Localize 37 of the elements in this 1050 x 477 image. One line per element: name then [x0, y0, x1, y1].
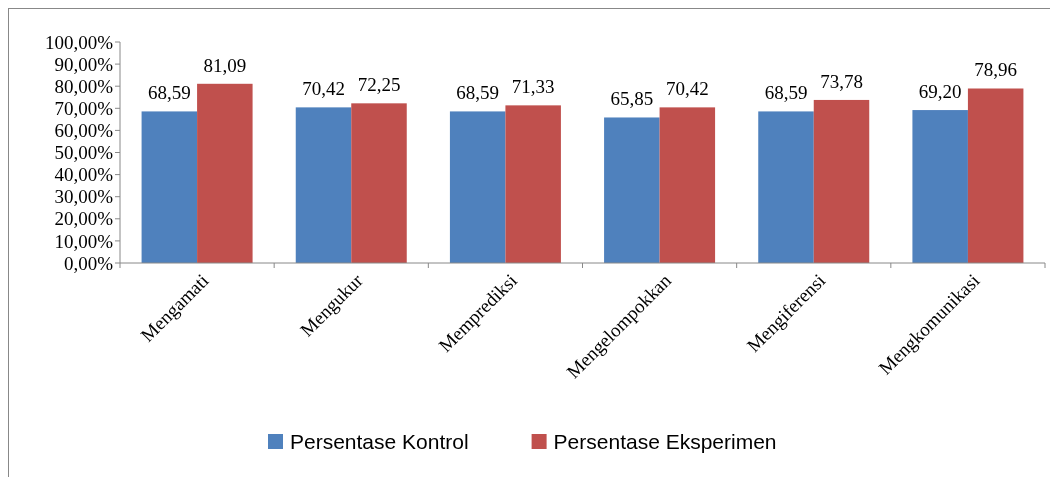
data-label: 73,78 [820, 70, 863, 92]
data-label: 72,25 [357, 74, 401, 96]
bar [141, 111, 198, 263]
bar [813, 99, 870, 263]
bar [351, 103, 407, 263]
data-label: 68,59 [456, 82, 500, 104]
y-tick-label: 100,00% [44, 31, 114, 53]
y-tick-label: 30,00% [54, 186, 114, 208]
y-tick-label: 60,00% [54, 120, 114, 142]
y-tick-label: 50,00% [54, 142, 114, 164]
bar [758, 111, 814, 263]
y-tick-label: 0,00% [63, 252, 114, 274]
bar [967, 88, 1024, 263]
data-label: 70,42 [302, 78, 345, 100]
bar [659, 107, 716, 263]
bar [449, 111, 506, 263]
y-tick-label: 70,00% [54, 97, 114, 119]
bar [912, 110, 968, 263]
y-tick-label: 90,00% [54, 53, 114, 75]
y-tick-label: 10,00% [54, 230, 114, 252]
legend-label: Persentase Kontrol [290, 430, 469, 454]
data-label: 65,85 [610, 88, 654, 110]
data-label: 70,42 [665, 78, 709, 100]
y-tick-label: 80,00% [54, 75, 114, 97]
data-label: 68,59 [147, 82, 191, 104]
legend-label: Persentase Eksperimen [553, 430, 777, 454]
data-label: 71,33 [511, 76, 555, 98]
data-label: 78,96 [974, 59, 1018, 81]
data-label: 68,59 [764, 82, 808, 104]
bar [604, 117, 660, 263]
data-label: 81,09 [203, 54, 247, 76]
bar [197, 83, 253, 263]
data-label: 69,20 [918, 81, 962, 103]
y-tick-label: 40,00% [54, 164, 114, 186]
y-tick-label: 20,00% [54, 208, 114, 230]
bar [295, 107, 352, 263]
bar [505, 105, 561, 263]
